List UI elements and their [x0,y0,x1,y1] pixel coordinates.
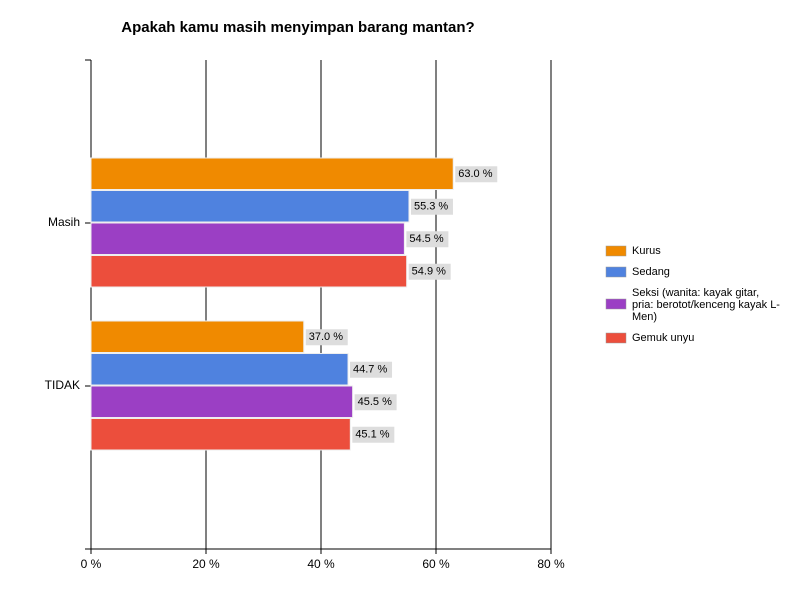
x-tick-label: 0 % [81,557,102,571]
value-label-box [455,166,498,183]
legend-swatch [605,245,627,257]
bar [90,353,349,386]
bar [90,418,351,451]
y-tick-label: Masih [48,215,80,229]
value-label: 54.9 % [412,266,446,278]
value-label-box [406,231,449,248]
value-label-box [410,198,453,215]
value-label: 54.5 % [409,233,443,245]
legend-label: Seksi (wanita: kayak gitar, pria: beroto… [632,287,780,323]
bar [90,190,410,223]
bar [90,255,408,288]
value-label: 44.7 % [353,364,387,376]
value-label: 45.5 % [358,396,392,408]
legend-label: Kurus [632,245,661,257]
value-label-box [352,426,395,443]
x-tick-label: 60 % [422,557,450,571]
chart-title: Apakah kamu masih menyimpan barang manta… [121,19,474,36]
value-label: 45.1 % [355,429,389,441]
legend-swatch [605,298,627,310]
value-label: 63.0 % [458,168,492,180]
value-label-box [350,361,393,378]
value-label-box [305,329,348,346]
value-label: 37.0 % [309,331,343,343]
legend-swatch [605,266,627,278]
y-tick-label: TIDAK [45,378,80,392]
bar [90,385,354,418]
legend-swatch [605,332,627,344]
value-label: 55.3 % [414,201,448,213]
legend-label: Gemuk unyu [632,332,695,344]
bar [90,320,305,353]
bar [90,157,454,190]
x-tick-label: 20 % [192,557,220,571]
x-tick-label: 80 % [537,557,565,571]
bar [90,222,405,255]
value-label-box [354,394,397,411]
value-label-box [408,263,451,280]
legend-label: Sedang [632,266,670,278]
x-tick-label: 40 % [307,557,335,571]
